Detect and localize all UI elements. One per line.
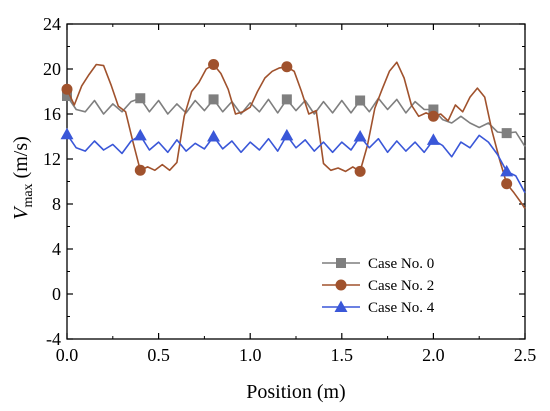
y-axis-title-unit: (m/s) [10, 136, 32, 183]
legend-label-0: Case No. 0 [368, 256, 434, 272]
y-tick-label: 4 [52, 239, 61, 259]
series-marker-case-no-2 [500, 164, 514, 177]
series-marker-case-no-2 [133, 128, 147, 141]
legend-label-2: Case No. 4 [368, 300, 435, 316]
series-marker-case-no-1 [281, 61, 293, 73]
y-tick-label: 8 [52, 194, 61, 214]
x-tick-label: 2.5 [514, 345, 537, 365]
x-tick-label: 1.5 [331, 345, 354, 365]
series-marker-case-no-1 [501, 178, 513, 190]
y-tick-label: 16 [43, 104, 61, 124]
plot-frame [66, 23, 526, 340]
y-tick-label: 20 [43, 59, 61, 79]
y-tick-label: 0 [52, 284, 61, 304]
legend-marker-1 [335, 279, 347, 291]
series-line-case-no-2 [66, 133, 526, 194]
series-marker-case-no-0 [62, 91, 72, 101]
y-tick-label: -4 [46, 329, 61, 349]
x-tick-label: 1.0 [239, 345, 262, 365]
series-line-case-no-1 [66, 61, 526, 209]
y-axis-title: Vmax (m/s) [10, 136, 36, 220]
x-tick-label: 2.0 [422, 345, 445, 365]
x-axis-ticks: 0.0 0.5 1.0 1.5 2.0 2.5 [56, 24, 537, 365]
y-tick-label: 12 [43, 149, 61, 169]
series-marker-case-no-1 [61, 83, 73, 95]
series-case-no-1 [61, 59, 526, 209]
series-marker-case-no-1 [354, 165, 366, 177]
series-marker-case-no-1 [134, 164, 146, 176]
legend-label-1: Case No. 2 [368, 278, 434, 294]
series-marker-case-no-0 [501, 128, 512, 139]
series-marker-case-no-0 [281, 94, 292, 105]
series-marker-case-no-2 [60, 127, 74, 140]
legend: Case No. 0 Case No. 2 Case No. 4 [322, 256, 435, 316]
series-marker-case-no-1 [427, 110, 439, 122]
legend-marker-0 [336, 258, 346, 268]
plot-border [66, 23, 526, 340]
y-axis-ticks: -4 0 4 8 12 16 20 24 [43, 14, 525, 349]
y-axis-title-main: V [10, 205, 32, 220]
series-marker-case-no-0 [135, 93, 146, 104]
series-marker-case-no-2 [207, 130, 221, 142]
legend-marker-2 [334, 300, 348, 312]
y-tick-label: 24 [43, 14, 61, 34]
series-marker-case-no-0 [428, 104, 439, 115]
series-marker-case-no-2 [280, 128, 294, 141]
series-marker-case-no-0 [355, 95, 366, 106]
series-marker-case-no-0 [208, 94, 219, 105]
series-case-no-2 [60, 127, 526, 194]
series-marker-case-no-2 [426, 133, 440, 145]
x-tick-label: 0.0 [56, 345, 79, 365]
series-layer [60, 59, 526, 209]
series-marker-case-no-1 [208, 59, 220, 70]
x-tick-label: 0.5 [147, 345, 170, 365]
y-axis-title-subscript: max [21, 183, 36, 207]
series-case-no-0 [62, 91, 526, 148]
x-axis-title: Position (m) [246, 381, 345, 403]
series-marker-case-no-2 [353, 130, 367, 142]
